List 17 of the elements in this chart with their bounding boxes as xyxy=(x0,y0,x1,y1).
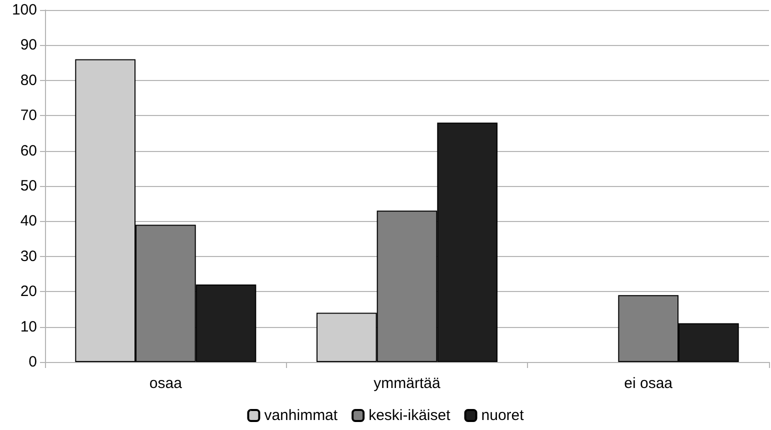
y-tick-label: 80 xyxy=(20,72,37,89)
y-tick-label: 0 xyxy=(28,354,37,370)
y-tick-label: 20 xyxy=(20,283,37,300)
y-tick-label: 30 xyxy=(20,248,37,265)
x-tick-label: osaa xyxy=(149,375,183,392)
legend-label: vanhimmat xyxy=(264,407,338,424)
y-tick-label: 70 xyxy=(20,107,37,124)
y-tick-label: 50 xyxy=(20,178,37,194)
x-tick-label: ei osaa xyxy=(624,375,674,392)
legend-label: keski-ikäiset xyxy=(368,407,452,424)
y-tick-label: 10 xyxy=(20,318,37,336)
x-tick-label: ymmärtää xyxy=(374,375,441,392)
y-tick-label: 100 xyxy=(12,2,37,18)
y-tick-label: 40 xyxy=(20,212,37,230)
legend-label: nuoret xyxy=(481,407,525,424)
y-tick-label: 60 xyxy=(20,142,37,160)
y-tick-label: 90 xyxy=(20,36,37,54)
